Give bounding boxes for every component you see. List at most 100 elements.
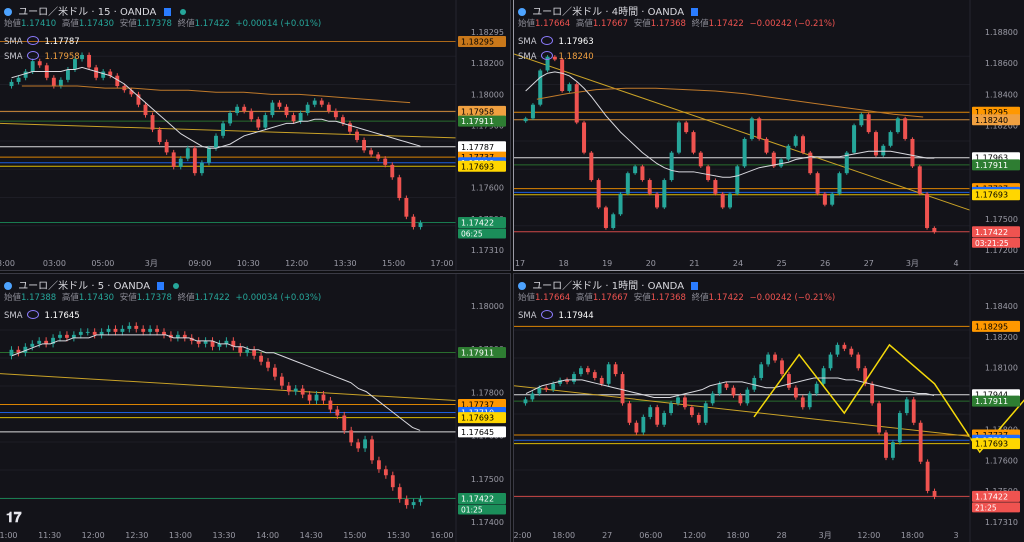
chart-canvas[interactable]: 1.182951.182001.180001.179001.178001.176… xyxy=(0,0,510,270)
candle xyxy=(897,413,902,443)
sma-legend[interactable]: SMA 1.17787 xyxy=(4,36,80,47)
time-tick-label: 03:00 xyxy=(43,259,66,268)
sma-legend[interactable]: SMA 1.17963 xyxy=(518,36,594,47)
candle xyxy=(99,331,104,335)
sma-legend[interactable]: SMA 1.18240 xyxy=(518,51,594,62)
candle xyxy=(369,150,374,155)
price-label-text: 1.18295 xyxy=(975,108,1008,117)
price-label-bg xyxy=(972,114,1020,126)
price-tick-label: 1.18295 xyxy=(471,28,504,37)
price-tick-label: 1.18800 xyxy=(985,28,1018,37)
candle xyxy=(713,180,718,194)
candle xyxy=(307,394,312,401)
candle xyxy=(312,100,317,105)
candle xyxy=(231,340,236,347)
candle xyxy=(51,337,55,344)
price-label-text: 1.17944 xyxy=(975,391,1008,400)
visibility-icon xyxy=(26,36,39,45)
price-tick-label: 1.17800 xyxy=(471,388,504,397)
price-label-text: 1.17693 xyxy=(975,440,1008,449)
price-label-text: 1.17693 xyxy=(975,191,1008,200)
candle xyxy=(821,368,826,384)
chart-canvas[interactable]: 1.180001.179001.178001.176001.175001.174… xyxy=(0,274,510,542)
candle xyxy=(676,122,681,153)
price-label-bg xyxy=(458,160,506,172)
candle xyxy=(633,166,638,174)
sma-line xyxy=(11,334,421,431)
broker: OANDA xyxy=(113,281,151,292)
price-label-text: 1.17422 xyxy=(975,492,1008,501)
candle xyxy=(157,129,162,143)
time-tick-label: 27 xyxy=(864,259,874,268)
candle xyxy=(911,399,916,423)
time-tick-label: 05:00 xyxy=(91,259,114,268)
candle xyxy=(404,499,409,506)
price-tick-label: 1.17310 xyxy=(471,246,504,255)
candle xyxy=(689,407,694,415)
price-tick-label: 1.17400 xyxy=(471,518,504,527)
price-tick-label: 1.18600 xyxy=(985,59,1018,68)
candle xyxy=(94,67,99,78)
symbol-header[interactable]: ユーロ／米ドル · 5 · OANDA xyxy=(4,277,450,292)
time-axis: 12:00 18:00 27 06:00 12:00 18:00 28 3月 12:00 18:0… xyxy=(514,531,959,540)
candle xyxy=(669,152,674,181)
price-label: 1.17911 xyxy=(458,346,506,358)
sma-legend[interactable]: SMA 1.17645 xyxy=(4,310,80,321)
countdown-bg xyxy=(972,502,1020,513)
candle xyxy=(611,214,616,228)
price-label-bg xyxy=(458,141,506,153)
symbol-header[interactable]: ユーロ／米ドル · 15 · OANDA xyxy=(4,3,450,18)
sma-legend[interactable]: SMA 1.17944 xyxy=(518,310,594,321)
timeframe: 4時間 xyxy=(611,7,639,18)
sma-line xyxy=(525,71,935,178)
price-label-bg xyxy=(458,426,506,438)
candle xyxy=(58,79,63,87)
candle xyxy=(844,152,849,174)
chart-panel-1h[interactable]: ユーロ／米ドル · 1時間 · OANDA 始値1.17664 高値1.1766… xyxy=(513,273,1024,542)
countdown-bg xyxy=(458,504,506,515)
tradingview-logo-icon[interactable]: 𝟏𝟕 xyxy=(6,510,22,526)
time-tick-label: 12:00 xyxy=(285,259,308,268)
chart-canvas[interactable]: 1.184001.182001.181001.179001.178001.176… xyxy=(514,274,1024,542)
chart-panel-15m[interactable]: ユーロ／米ドル · 15 · OANDA 始値1.17410 高値1.17430… xyxy=(0,0,511,271)
candle xyxy=(585,368,590,373)
time-axis: 17 18 19 20 21 24 25 26 27 3月 4 xyxy=(515,259,959,268)
candle xyxy=(150,115,155,130)
chart-panel-5m[interactable]: ユーロ／米ドル · 5 · OANDA 始値1.17388 高値1.17430 … xyxy=(0,273,511,542)
time-tick-label: 09:00 xyxy=(188,259,211,268)
time-tick-label: 15:30 xyxy=(387,531,410,540)
candle xyxy=(574,84,579,123)
sma-legend[interactable]: SMA 1.17958 xyxy=(4,51,80,62)
chart-canvas[interactable]: 1.188001.186001.184001.182001.178001.176… xyxy=(514,0,1024,270)
candle xyxy=(676,397,680,404)
candle xyxy=(866,114,871,133)
candle xyxy=(273,367,277,377)
candle xyxy=(780,360,784,375)
time-tick-label: 12:00 xyxy=(857,531,880,540)
time-tick-label: 28 xyxy=(777,531,787,540)
candle xyxy=(537,387,542,394)
price-label: 1.17693 xyxy=(972,438,1020,450)
candle xyxy=(910,138,915,167)
symbol-header[interactable]: ユーロ／米ドル · 1時間 · OANDA xyxy=(518,277,964,292)
candle xyxy=(411,502,416,506)
time-axis: 11:00 11:30 12:00 12:30 13:00 13:30 14:00 14:30… xyxy=(0,531,454,540)
price-label-text: 1.18295 xyxy=(461,37,494,46)
candle xyxy=(625,173,630,194)
price-label-bg xyxy=(458,412,506,424)
market-open-icon xyxy=(179,9,186,15)
candle xyxy=(849,348,854,355)
price-label-text: 1.18295 xyxy=(975,322,1008,331)
candle xyxy=(328,400,333,410)
candle xyxy=(65,334,69,338)
symbol-header[interactable]: ユーロ／米ドル · 4時間 · OANDA xyxy=(518,3,964,18)
chart-panel-4h[interactable]: ユーロ／米ドル · 4時間 · OANDA 始値1.17664 高値1.1766… xyxy=(513,0,1024,271)
candle xyxy=(397,487,402,500)
candle xyxy=(404,198,409,217)
time-tick-label: 14:30 xyxy=(300,531,323,540)
candle xyxy=(888,132,893,146)
price-label: 1.17422 xyxy=(972,490,1020,502)
price-label-text: 1.17911 xyxy=(461,348,494,357)
grid xyxy=(0,55,456,227)
candle xyxy=(340,117,345,124)
